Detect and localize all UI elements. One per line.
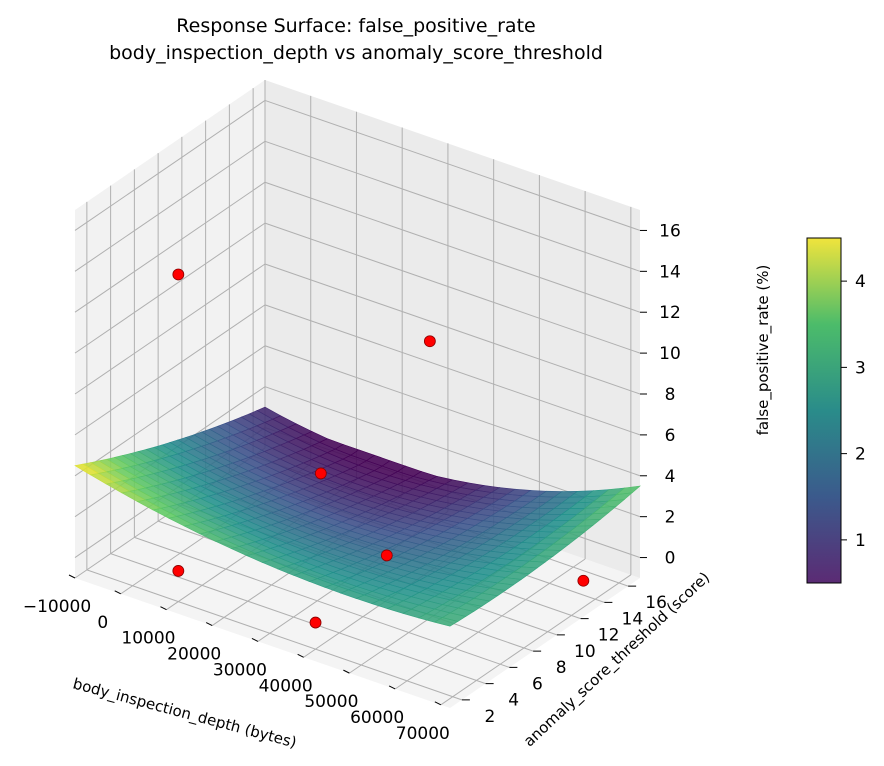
grid-line-z-back [264, 263, 641, 395]
y-tick-label: 8 [556, 658, 567, 678]
grid-line-z-back [264, 99, 641, 231]
surface-cell [433, 617, 459, 627]
chart-subtitle: body_inspection_depth vs anomaly_score_t… [109, 42, 603, 64]
grid-line-z-back [264, 181, 641, 313]
x-tick-mark [434, 701, 442, 706]
grid-line-y-floor [86, 569, 463, 701]
x-tick-mark [251, 637, 259, 642]
x-tick-label: 20000 [167, 645, 221, 665]
data-point [423, 335, 436, 348]
y-tick-label: 6 [532, 674, 543, 694]
y-tick-label: 16 [645, 593, 667, 613]
grid-line-z-back [264, 345, 641, 477]
grid-line-y-floor [110, 553, 486, 685]
colorbar-tick-label: 2 [855, 445, 866, 465]
x-tick-mark [343, 669, 350, 674]
grid-line-z-left [74, 263, 266, 395]
grid-line-z-left [74, 304, 266, 436]
y-tick-label: 14 [622, 609, 644, 629]
data-points [172, 268, 590, 629]
grid-line-z-left [74, 345, 266, 477]
z-tick-label: 0 [665, 549, 676, 569]
data-point [172, 268, 185, 281]
x-tick-mark [160, 606, 167, 611]
colorbar-ticks: 1 2 3 4 [841, 272, 866, 551]
z-axis-label: false_positive_rate (%) [754, 265, 773, 436]
y-tick-label: 10 [574, 642, 596, 662]
data-point [172, 565, 185, 577]
z-tick-label: 4 [665, 467, 676, 487]
x-tick-label: 0 [97, 613, 108, 633]
x-tick-mark [205, 622, 213, 627]
x-tick-mark [388, 685, 396, 690]
grid-line-z-left [74, 140, 266, 272]
grid-line-z-left [74, 100, 266, 231]
y-tick-label: 12 [598, 626, 620, 646]
x-tick-label: −10000 [23, 597, 91, 617]
y-tick-label: 2 [484, 707, 495, 727]
x-tick-label: 50000 [304, 692, 358, 712]
x-tick-label: 60000 [350, 708, 404, 728]
data-point [309, 616, 322, 629]
z-tick-label: 6 [665, 426, 676, 446]
axes-panes [75, 80, 640, 708]
x-tick-label: 70000 [396, 724, 450, 744]
x-tick-mark [297, 653, 304, 658]
grid-line-x-floor [394, 558, 586, 690]
colorbar-tick-label: 4 [855, 272, 866, 292]
colorbar-tick-label: 3 [855, 358, 866, 378]
z-tick-label: 10 [659, 344, 681, 364]
data-point [380, 549, 393, 562]
data-point [577, 574, 590, 587]
x-tick-mark [68, 574, 76, 579]
grid-line-y-floor [134, 536, 510, 668]
colorbar [806, 237, 842, 584]
z-tick-label: 2 [665, 508, 676, 528]
chart-title: Response Surface: false_positive_rate [176, 15, 535, 37]
data-point [314, 467, 327, 480]
y-tick-label: 4 [508, 691, 519, 711]
z-tick-label: 16 [659, 221, 681, 241]
x-tick-mark [114, 590, 121, 595]
z-tick-label: 8 [665, 385, 676, 405]
grid-line-x-floor [440, 574, 632, 706]
z-tick-label: 12 [659, 303, 681, 323]
axes-ticks: −10000 0 100002000030000400005000060000700… [23, 221, 681, 743]
grid-line-z-left [74, 222, 266, 354]
x-tick-label: 40000 [259, 676, 313, 696]
grid-line-z-left [74, 181, 266, 313]
x-tick-label: 10000 [121, 629, 175, 649]
colorbar-tick-label: 1 [855, 531, 866, 551]
grid-line-z-back [264, 140, 641, 272]
grid-line-z-back [264, 304, 641, 436]
x-tick-label: 30000 [213, 660, 267, 680]
z-tick-label: 14 [659, 262, 681, 282]
grid-line-z-back [264, 222, 641, 354]
